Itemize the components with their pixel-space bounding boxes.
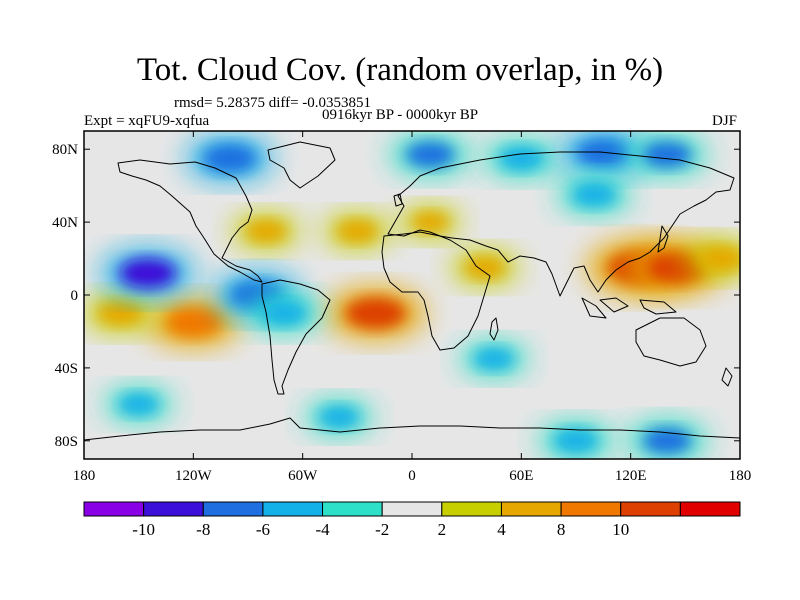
borneo-coast: [599, 297, 629, 313]
africa-coast: [381, 231, 491, 351]
y-tick-label: 0: [71, 288, 79, 304]
colorbar-swatch: [143, 501, 204, 517]
anomaly-core: [499, 146, 544, 171]
anomaly-core: [473, 347, 515, 370]
colorbar-swatch: [679, 501, 741, 517]
colorbar-swatch: [620, 501, 681, 517]
x-tick-label: 120W: [175, 468, 213, 484]
anomaly-core: [262, 301, 307, 325]
x-tick-label: 120E: [615, 468, 647, 484]
north-america-coast: [117, 159, 263, 283]
anomaly-core: [118, 393, 160, 416]
anomaly-core: [464, 256, 506, 279]
colorbar-label: -8: [196, 520, 210, 539]
anomaly-core: [642, 141, 692, 168]
colorbar-swatch: [83, 501, 145, 517]
anomaly-core: [411, 212, 449, 232]
y-tick-label: 80S: [55, 434, 78, 450]
sumatra-coast: [581, 297, 607, 319]
colorbar-label: -6: [256, 520, 270, 539]
y-tick-label: 40N: [52, 215, 78, 231]
colorbar-label: 4: [497, 520, 506, 539]
stats-label: rmsd= 5.28375 diff= -0.0353851: [174, 95, 372, 111]
anomaly-core: [165, 307, 222, 337]
colorbar-swatch: [560, 501, 622, 517]
x-tick-label: 180: [729, 468, 752, 484]
anomaly-core: [405, 141, 455, 168]
colorbar-swatch: [500, 501, 562, 517]
australia-coast: [635, 317, 707, 367]
colorbar-swatch: [441, 501, 502, 517]
colorbar-swatch: [202, 501, 264, 517]
anomaly-field: [84, 131, 740, 459]
new-zealand-coast: [721, 367, 733, 387]
season-label: DJF: [712, 113, 738, 129]
madagascar-coast: [489, 317, 499, 341]
uk-coast: [393, 193, 403, 207]
colorbar: -10 -8 -6 -4 -2 2 4 8 10: [83, 501, 741, 539]
x-tick-label: 180: [73, 468, 96, 484]
anomaly-core: [336, 220, 378, 243]
anomaly-core: [553, 429, 599, 453]
antarctica-coast: [84, 417, 740, 441]
colorbar-label: 10: [612, 520, 629, 539]
colorbar-label: -4: [315, 520, 330, 539]
anomaly-core: [98, 301, 143, 325]
axis-ticks: 180 120W 60W 0 60E 120E 180 80N 40N 0 40S 80S: [52, 131, 751, 484]
colorbar-swatch: [381, 501, 443, 517]
south-america-coast: [261, 279, 331, 395]
anomaly-core: [571, 183, 617, 207]
colorbar-label: 2: [438, 520, 447, 539]
anomaly-core: [245, 220, 287, 243]
anomaly-core: [577, 139, 630, 167]
eurasia-coast: [387, 151, 735, 297]
colorbar-swatch: [262, 501, 324, 517]
y-tick-label: 80N: [52, 142, 78, 158]
chart-title: Tot. Cloud Cov. (random overlap, in %): [136, 52, 664, 88]
anomaly-core: [699, 246, 740, 271]
x-tick-label: 60W: [288, 468, 318, 484]
japan-coast: [657, 225, 669, 253]
experiment-label: Expt = xqFU9-xqfua: [84, 113, 210, 129]
y-tick-label: 40S: [55, 361, 78, 377]
x-tick-label: 60E: [509, 468, 533, 484]
x-tick-label: 0: [408, 468, 416, 484]
colorbar-label: -2: [375, 520, 389, 539]
period-label: 0916kyr BP - 0000kyr BP: [322, 107, 479, 123]
greenland-coast: [267, 141, 336, 189]
colorbar-swatch: [322, 501, 383, 517]
colorbar-label: -10: [132, 520, 155, 539]
anomaly-core: [203, 144, 256, 173]
new-guinea-coast: [639, 299, 677, 315]
anomaly-core: [345, 297, 406, 329]
anomaly-core: [119, 258, 176, 288]
coastlines: [84, 141, 740, 441]
anomaly-core: [318, 406, 360, 428]
colorbar-label: 8: [557, 520, 566, 539]
map-background: [84, 131, 740, 459]
